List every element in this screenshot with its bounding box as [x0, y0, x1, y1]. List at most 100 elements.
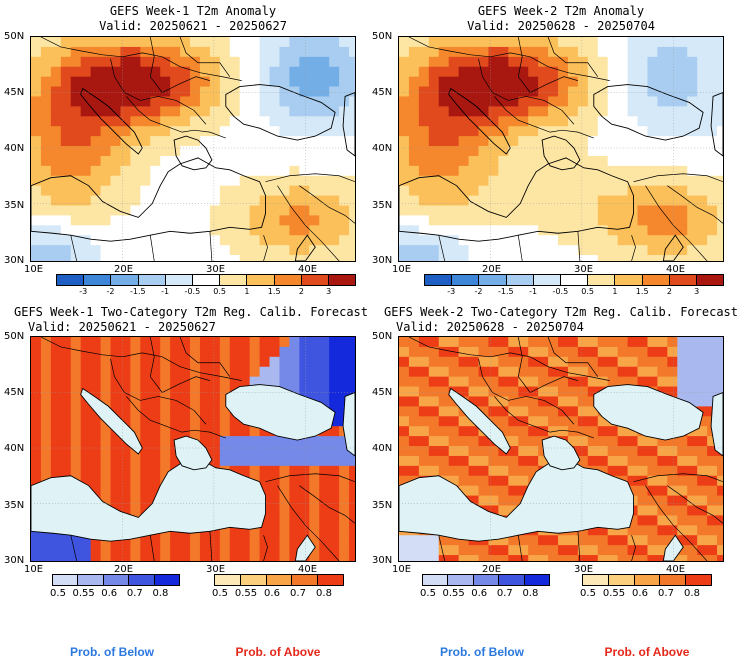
colorbar-swatch: [479, 275, 507, 285]
sea-outline: [593, 384, 704, 441]
lat-label: 50N: [372, 31, 393, 42]
colorbar-swatch: [192, 275, 221, 285]
colorbar-tick-label: 3: [694, 287, 700, 296]
lon-label: 30E: [574, 564, 594, 575]
sea-outline: [80, 387, 143, 455]
lat-label: 30N: [372, 555, 393, 566]
colorbar-swatch: [84, 275, 112, 285]
panel-2-valid: Valid: 20250628 - 20250704: [467, 19, 655, 33]
colorbar-swatch: [660, 575, 687, 585]
colorbar-swatch: [292, 575, 319, 585]
colorbar-tick-label: 0.6: [264, 588, 280, 599]
sea-outline: [541, 135, 581, 171]
colorbar-tick-label: -0.5: [552, 287, 569, 296]
colorbar-swatch: [583, 575, 609, 585]
colorbar-swatch: [499, 575, 525, 585]
colorbar-swatch: [452, 275, 480, 285]
sea-outline: [448, 87, 511, 155]
lon-label: 10E: [24, 564, 44, 575]
colorbar-swatch: [615, 275, 643, 285]
panel-2-title: GEFS Week-2 T2m Anomaly: [477, 4, 645, 18]
colorbar-tick-label: -0.5: [184, 287, 201, 296]
colorbar-swatch: [425, 275, 453, 285]
colorbar-swatch: [138, 275, 166, 285]
panel-3-title: GEFS Week-1 Two-Category T2m Reg. Calib.…: [14, 305, 369, 319]
colorbar-tick-label: 0.8: [316, 588, 332, 599]
sea-outline: [448, 387, 511, 455]
above-colorbar-week1: [214, 574, 344, 586]
colorbar-tick-label: 0.6: [471, 588, 488, 599]
sea-outline: [173, 135, 213, 171]
anomaly-colorbar-week2: [424, 274, 724, 286]
lon-label: 20E: [482, 264, 502, 275]
colorbar-tick-label: 0.8: [522, 588, 539, 599]
colorbar-tick-label: 2: [298, 287, 304, 296]
colorbar-tick-label: -2: [106, 287, 115, 296]
lat-label: 50N: [4, 31, 25, 42]
colorbar-tick-label: 0.5: [581, 287, 594, 296]
colorbar-swatch: [524, 575, 550, 585]
lon-label: 20E: [114, 564, 134, 575]
colorbar-swatch: [686, 575, 711, 585]
colorbar-tick-label: 0.7: [496, 588, 513, 599]
lat-label: 45N: [372, 87, 393, 98]
colorbar-tick-label: 0.5: [580, 588, 596, 599]
anomaly-colorbar-week1: [56, 274, 356, 286]
sea-outline: [593, 84, 704, 141]
colorbar-tick-label: 0.5: [50, 588, 66, 599]
lon-label: 10E: [24, 264, 44, 275]
lat-label: 35N: [4, 500, 25, 511]
colorbar-swatch: [111, 275, 139, 285]
panel-1-valid: Valid: 20250621 - 20250627: [99, 19, 287, 33]
colorbar-swatch: [448, 575, 474, 585]
colorbar-swatch: [266, 575, 293, 585]
colorbar-swatch: [53, 575, 79, 585]
colorbar-tick-label: -2: [474, 287, 483, 296]
colorbar-swatch: [240, 575, 267, 585]
sea-outline: [662, 234, 684, 261]
lat-label: 40N: [4, 443, 25, 454]
colorbar-tick-label: -1: [161, 287, 170, 296]
colorbar-swatch: [129, 575, 155, 585]
colorbar-tick-label: 0.55: [72, 588, 95, 599]
lat-label: 45N: [4, 87, 25, 98]
colorbar-swatch: [247, 275, 275, 285]
colorbar-tick-label: 0.8: [152, 588, 169, 599]
colorbar-tick-label: 0.55: [602, 588, 626, 599]
sea-outline: [342, 92, 355, 157]
colorbar-tick-label: 1: [612, 287, 618, 296]
lon-label: 40E: [298, 564, 318, 575]
colorbar-tick-label: 1: [244, 287, 250, 296]
lat-label: 40N: [4, 143, 25, 154]
colorbar-swatch: [78, 575, 104, 585]
lon-label: 10E: [392, 264, 412, 275]
colorbar-tick-label: -3: [79, 287, 88, 296]
lon-label: 30E: [206, 264, 226, 275]
lat-label: 30N: [4, 255, 25, 266]
colorbar-tick-label: -3: [447, 287, 456, 296]
colorbar-tick-label: -1.5: [498, 287, 514, 296]
colorbar-swatch: [669, 275, 697, 285]
colorbar-tick-label: 1.5: [267, 287, 281, 296]
lat-label: 30N: [372, 255, 393, 266]
colorbar-tick-label: 1.5: [635, 287, 649, 296]
colorbar-swatch: [215, 575, 241, 585]
lon-label: 40E: [666, 264, 686, 275]
prob-above-label: Prob. of Above: [235, 645, 321, 659]
colorbar-tick-label: 0.7: [290, 588, 306, 599]
colorbar-swatch: [220, 275, 248, 285]
lon-label: 30E: [206, 564, 226, 575]
panel-4-valid: Valid: 20250628 - 20250704: [396, 320, 584, 334]
sea-outline: [80, 87, 143, 155]
sea-outline: [342, 392, 355, 457]
lat-label: 40N: [372, 143, 393, 154]
lon-label: 40E: [666, 564, 686, 575]
colorbar-swatch: [165, 275, 193, 285]
colorbar-swatch: [274, 275, 302, 285]
sea-outline: [225, 384, 336, 441]
lon-label: 10E: [392, 564, 412, 575]
colorbar-swatch: [608, 575, 635, 585]
lat-label: 50N: [4, 331, 25, 342]
anomaly-map-week1: [30, 36, 356, 262]
colorbar-swatch: [634, 575, 661, 585]
